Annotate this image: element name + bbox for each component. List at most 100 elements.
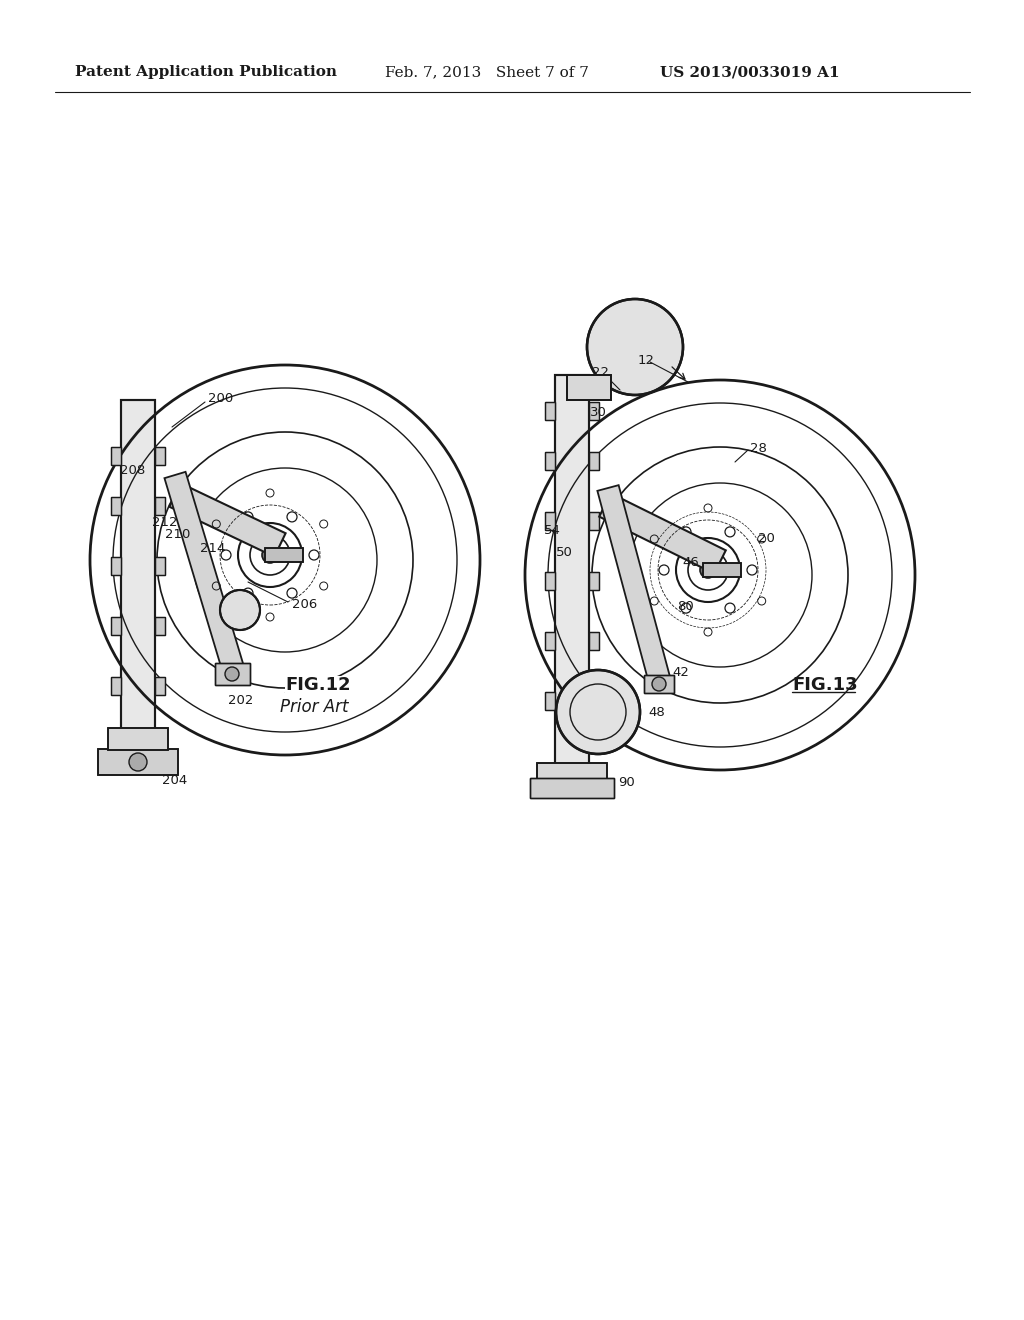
Bar <box>537 763 607 780</box>
Polygon shape <box>165 471 246 678</box>
Circle shape <box>220 590 260 630</box>
Bar <box>545 451 555 470</box>
Text: 204: 204 <box>162 774 187 787</box>
Bar <box>589 403 599 420</box>
Bar <box>545 632 555 649</box>
Bar <box>98 748 178 775</box>
Text: 200: 200 <box>208 392 233 405</box>
Bar <box>155 557 165 576</box>
Polygon shape <box>599 494 726 574</box>
Text: Patent Application Publication: Patent Application Publication <box>75 65 337 79</box>
Bar <box>530 777 614 799</box>
Circle shape <box>262 546 278 564</box>
Bar <box>545 572 555 590</box>
Bar <box>589 572 599 590</box>
Bar <box>545 692 555 710</box>
Bar <box>545 403 555 420</box>
Bar <box>215 663 250 685</box>
Text: 202: 202 <box>228 693 253 706</box>
Circle shape <box>587 300 683 395</box>
Bar <box>155 677 165 696</box>
Bar <box>111 616 121 635</box>
Bar <box>555 375 589 766</box>
Bar <box>155 616 165 635</box>
Circle shape <box>129 752 147 771</box>
Polygon shape <box>597 486 671 685</box>
Text: Prior Art: Prior Art <box>280 698 348 715</box>
Bar <box>111 557 121 576</box>
Bar <box>111 677 121 696</box>
Bar <box>589 692 599 710</box>
Bar <box>589 403 599 420</box>
Text: 80: 80 <box>677 599 693 612</box>
Bar <box>155 498 165 515</box>
Bar <box>111 447 121 465</box>
Bar <box>111 557 121 576</box>
Bar <box>215 663 250 685</box>
Bar <box>155 447 165 465</box>
Bar <box>545 632 555 649</box>
Bar <box>108 729 168 750</box>
Bar <box>111 616 121 635</box>
Bar <box>545 451 555 470</box>
Circle shape <box>700 562 716 578</box>
Bar <box>703 564 741 577</box>
Text: 210: 210 <box>165 528 190 541</box>
Bar <box>545 512 555 531</box>
Text: 48: 48 <box>648 705 665 718</box>
Text: FIG.12: FIG.12 <box>285 676 350 694</box>
Bar <box>567 375 611 400</box>
Bar <box>545 403 555 420</box>
Bar <box>589 632 599 649</box>
Text: 46: 46 <box>682 556 698 569</box>
Bar <box>155 677 165 696</box>
Circle shape <box>652 677 666 690</box>
Text: 206: 206 <box>292 598 317 611</box>
Bar <box>545 572 555 590</box>
Polygon shape <box>169 483 286 557</box>
Bar <box>589 572 599 590</box>
Bar <box>265 548 303 562</box>
Text: 42: 42 <box>672 667 689 680</box>
Bar <box>121 400 155 730</box>
Text: 90: 90 <box>618 776 635 788</box>
Circle shape <box>556 671 640 754</box>
Bar <box>589 451 599 470</box>
Text: Feb. 7, 2013   Sheet 7 of 7: Feb. 7, 2013 Sheet 7 of 7 <box>385 65 589 79</box>
Text: US 2013/0033019 A1: US 2013/0033019 A1 <box>660 65 840 79</box>
Bar <box>567 375 611 400</box>
Text: 20: 20 <box>758 532 775 544</box>
Bar <box>530 777 614 799</box>
Text: FIG.13: FIG.13 <box>792 676 858 694</box>
Text: 28: 28 <box>750 441 767 454</box>
Bar <box>589 451 599 470</box>
Circle shape <box>225 667 239 681</box>
Bar <box>703 564 741 577</box>
Bar <box>155 498 165 515</box>
Bar <box>155 616 165 635</box>
Bar <box>111 498 121 515</box>
Text: 214: 214 <box>200 541 225 554</box>
Bar <box>111 447 121 465</box>
Bar <box>155 557 165 576</box>
Text: 212: 212 <box>152 516 177 528</box>
Bar <box>644 675 674 693</box>
Bar <box>589 512 599 531</box>
Bar <box>121 400 155 730</box>
Bar <box>265 548 303 562</box>
Bar <box>108 729 168 750</box>
Bar <box>555 375 589 766</box>
Bar <box>545 692 555 710</box>
Bar <box>111 498 121 515</box>
Text: 12: 12 <box>638 354 655 367</box>
Bar <box>589 692 599 710</box>
Bar <box>537 763 607 780</box>
Bar <box>545 512 555 531</box>
Bar <box>589 632 599 649</box>
Text: 208: 208 <box>120 463 145 477</box>
Text: 54: 54 <box>544 524 561 536</box>
Bar <box>644 675 674 693</box>
Bar <box>155 447 165 465</box>
Text: 22: 22 <box>592 366 609 379</box>
Bar <box>98 748 178 775</box>
